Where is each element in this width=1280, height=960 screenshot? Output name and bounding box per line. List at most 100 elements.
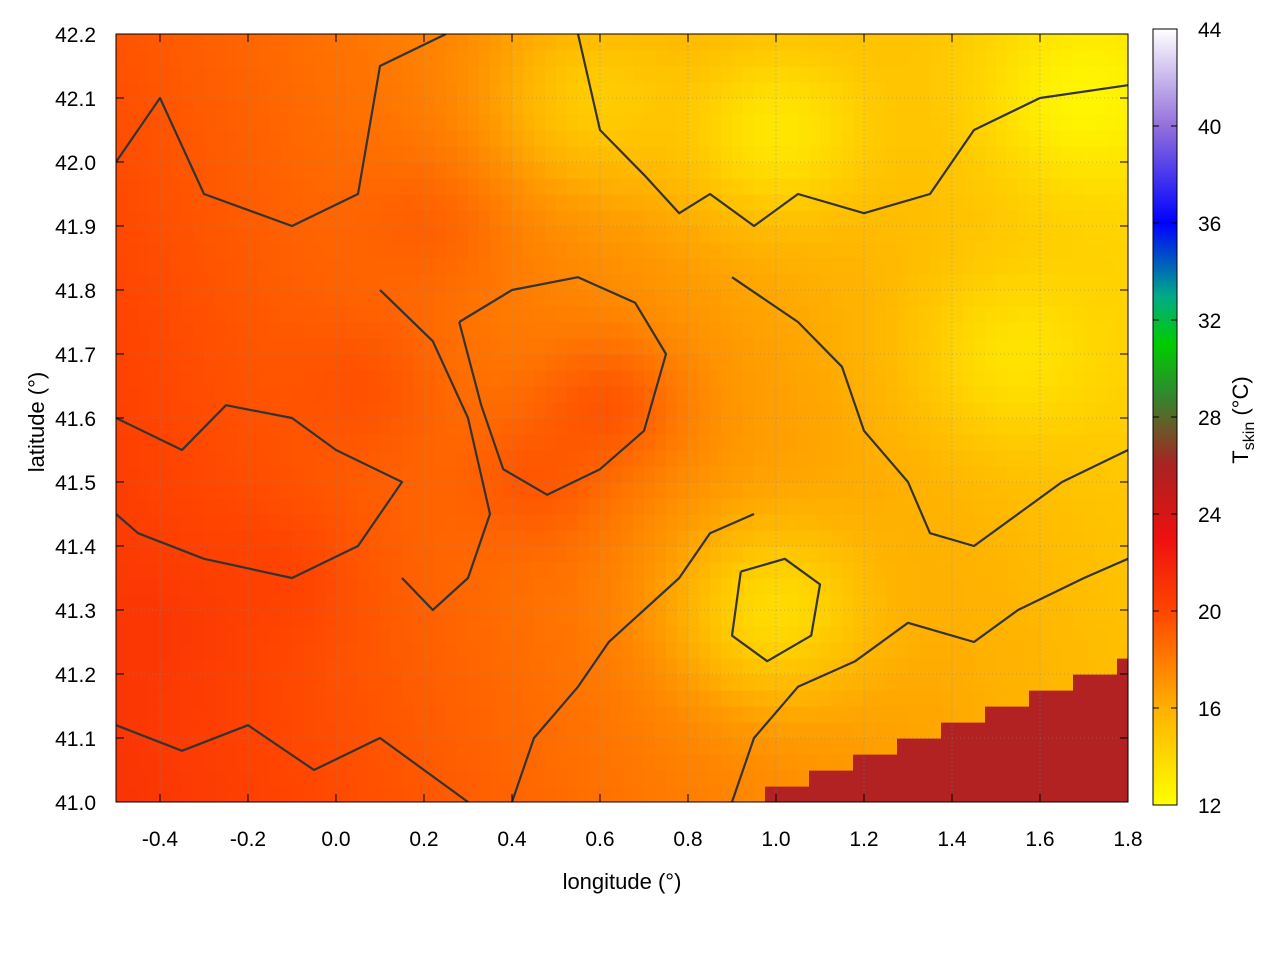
heat-cell <box>765 258 777 275</box>
heat-cell <box>160 50 172 67</box>
heat-cell <box>963 642 975 659</box>
heat-cell <box>545 98 557 115</box>
heat-cell <box>127 402 139 419</box>
heat-cell <box>171 194 183 211</box>
heat-cell <box>292 146 304 163</box>
heat-cell <box>556 498 568 515</box>
heat-cell <box>710 434 722 451</box>
heat-cell <box>820 466 832 483</box>
heat-cell <box>402 386 414 403</box>
heat-cell <box>820 690 832 707</box>
heat-cell <box>710 418 722 435</box>
heat-cell <box>116 466 128 483</box>
heat-cell <box>402 562 414 579</box>
heat-cell <box>930 146 942 163</box>
heat-cell <box>776 498 788 515</box>
heat-cell <box>523 642 535 659</box>
heat-cell <box>457 706 469 723</box>
heat-cell <box>413 402 425 419</box>
heat-cell <box>1095 82 1107 99</box>
heat-cell <box>127 370 139 387</box>
heat-cell <box>853 306 865 323</box>
heat-cell <box>831 290 843 307</box>
heat-cell <box>545 594 557 611</box>
heat-cell <box>897 530 909 547</box>
heat-cell <box>754 578 766 595</box>
heat-cell <box>1117 178 1128 195</box>
heat-cell <box>160 498 172 515</box>
heat-cell <box>1106 402 1118 419</box>
heat-cell <box>886 194 898 211</box>
heat-cell <box>402 450 414 467</box>
heat-cell <box>919 482 931 499</box>
heat-cell <box>358 386 370 403</box>
heat-cell <box>743 258 755 275</box>
heat-cell <box>336 610 348 627</box>
heat-cell <box>160 754 172 771</box>
heat-cell <box>358 194 370 211</box>
heat-cell <box>633 418 645 435</box>
heat-cell <box>677 418 689 435</box>
heat-cell <box>160 354 172 371</box>
heat-cell <box>325 66 337 83</box>
heat-cell <box>292 50 304 67</box>
heat-cell <box>479 706 491 723</box>
heat-cell <box>358 210 370 227</box>
heat-cell <box>897 434 909 451</box>
heat-cell <box>655 146 667 163</box>
heat-cell <box>512 194 524 211</box>
heat-cell <box>908 418 920 435</box>
heat-cell <box>358 610 370 627</box>
heat-cell <box>116 386 128 403</box>
heat-cell <box>644 514 656 531</box>
heat-cell <box>1051 162 1063 179</box>
heat-cell <box>996 226 1008 243</box>
heat-cell <box>501 706 513 723</box>
heat-cell <box>600 706 612 723</box>
heat-cell <box>468 178 480 195</box>
heat-cell <box>842 722 854 739</box>
heat-cell <box>611 546 623 563</box>
heat-cell <box>919 434 931 451</box>
heat-cell <box>699 386 711 403</box>
heat-cell <box>666 498 678 515</box>
heat-cell <box>479 418 491 435</box>
heat-cell <box>589 642 601 659</box>
heat-cell <box>369 290 381 307</box>
heat-cell <box>941 658 953 675</box>
heat-cell <box>633 530 645 547</box>
heat-cell <box>633 610 645 627</box>
heat-cell <box>600 210 612 227</box>
heat-cell <box>842 66 854 83</box>
heat-cell <box>996 386 1008 403</box>
heat-cell <box>864 402 876 419</box>
heat-cell <box>842 594 854 611</box>
heat-cell <box>193 322 205 339</box>
heat-cell <box>798 498 810 515</box>
heat-cell <box>776 674 788 691</box>
heat-cell <box>666 66 678 83</box>
heat-cell <box>1007 658 1019 675</box>
heat-cell <box>974 626 986 643</box>
heat-cell <box>941 514 953 531</box>
heat-cell <box>171 306 183 323</box>
heat-cell <box>908 594 920 611</box>
heat-cell <box>985 754 997 771</box>
heat-cell <box>391 242 403 259</box>
heat-cell <box>776 770 788 787</box>
heat-cell <box>369 690 381 707</box>
heat-cell <box>974 386 986 403</box>
heat-cell <box>688 306 700 323</box>
heat-cell <box>908 178 920 195</box>
heat-cell <box>798 370 810 387</box>
heat-cell <box>1073 306 1085 323</box>
heat-cell <box>391 322 403 339</box>
heat-cell <box>820 146 832 163</box>
heat-cell <box>611 242 623 259</box>
heat-cell <box>1029 370 1041 387</box>
heat-cell <box>127 450 139 467</box>
heat-cell <box>204 754 216 771</box>
heat-cell <box>479 242 491 259</box>
heat-cell <box>1095 770 1107 787</box>
heat-cell <box>897 370 909 387</box>
